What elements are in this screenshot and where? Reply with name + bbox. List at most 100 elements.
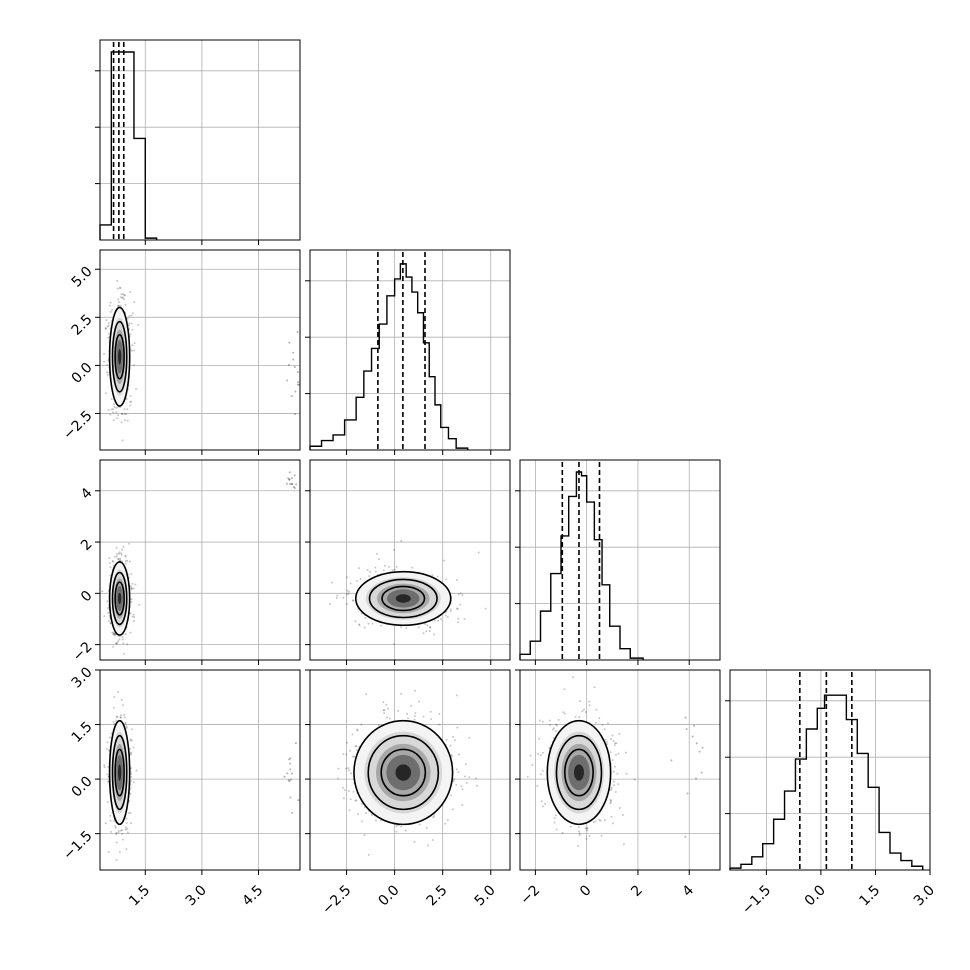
scatter-point: [357, 813, 360, 816]
scatter-point: [125, 413, 128, 416]
scatter-point: [455, 579, 458, 582]
contour-line: [111, 320, 128, 393]
scatter-point: [122, 545, 125, 548]
scatter-point: [700, 771, 703, 774]
scatter-point: [121, 636, 124, 639]
scatter-point: [606, 722, 609, 725]
scatter-point: [345, 576, 348, 579]
scatter-point: [553, 821, 556, 824]
scatter-point: [428, 626, 431, 629]
scatter-point: [120, 714, 123, 717]
panel-content: [100, 471, 298, 655]
scatter-point: [291, 811, 294, 814]
scatter-point: [347, 592, 350, 595]
scatter-point: [370, 813, 373, 816]
scatter-point: [374, 566, 377, 569]
scatter-point: [557, 718, 560, 721]
contour-line: [380, 748, 427, 797]
scatter-point: [116, 287, 119, 290]
scatter-point: [101, 590, 104, 593]
scatter-point: [355, 745, 358, 748]
scatter-point: [578, 700, 581, 703]
scatter-point: [456, 726, 459, 729]
x-tick-label: 1.5: [126, 882, 153, 909]
scatter-point: [544, 802, 547, 805]
scatter-point: [383, 708, 386, 711]
scatter-point: [124, 722, 127, 725]
scatter-point: [613, 744, 616, 747]
scatter-point: [108, 562, 111, 565]
y-tick-label: 3.0: [69, 664, 96, 691]
scatter-point: [380, 624, 383, 627]
scatter-point: [130, 772, 133, 775]
scatter-point: [352, 790, 355, 793]
scatter-point: [115, 841, 118, 844]
scatter-point: [289, 796, 292, 799]
scatter-point: [112, 631, 115, 634]
scatter-point: [414, 689, 417, 692]
scatter-point: [114, 719, 117, 722]
scatter-point: [377, 724, 380, 727]
scatter-point: [424, 622, 427, 625]
scatter-point: [288, 341, 291, 344]
scatter-point: [107, 611, 110, 614]
scatter-point: [604, 738, 607, 741]
scatter-point: [400, 626, 403, 629]
scatter-point: [297, 799, 300, 802]
scatter-point: [456, 621, 459, 624]
scatter-point: [588, 704, 591, 707]
scatter-point: [125, 726, 128, 729]
scatter-point: [295, 483, 298, 486]
scatter-point: [569, 825, 572, 828]
scatter-point: [445, 738, 448, 741]
scatter-point: [294, 742, 297, 745]
scatter-point: [404, 829, 407, 832]
scatter-point: [288, 478, 291, 481]
scatter-point: [347, 790, 350, 793]
scatter-point: [130, 572, 133, 575]
scatter-point: [115, 555, 118, 558]
scatter-point: [586, 829, 589, 832]
scatter-point: [117, 558, 120, 561]
scatter-point: [124, 721, 127, 724]
scatter-point: [117, 691, 120, 694]
scatter-point: [614, 765, 617, 768]
scatter-point: [122, 642, 125, 645]
scatter-point: [437, 619, 440, 622]
scatter-point: [609, 751, 612, 754]
scatter-point: [112, 633, 115, 636]
scatter-point: [426, 624, 429, 627]
x-tick-label: 2: [628, 882, 646, 900]
scatter-point: [367, 622, 370, 625]
scatter-point: [121, 838, 124, 841]
scatter-point: [356, 579, 359, 582]
scatter-point: [107, 780, 110, 783]
scatter-point: [131, 328, 134, 331]
x-tick-label: 0.0: [376, 882, 403, 909]
scatter-point: [289, 757, 292, 760]
scatter-point: [289, 778, 292, 781]
scatter-point: [292, 485, 295, 488]
scatter-point: [429, 626, 432, 629]
scatter-point: [358, 624, 361, 627]
scatter-point: [123, 714, 126, 717]
scatter-point: [581, 710, 584, 713]
scatter-point: [126, 408, 129, 411]
contour-line: [114, 333, 125, 380]
scatter-point: [106, 741, 109, 744]
scatter-point: [296, 331, 299, 334]
scatter-point: [124, 303, 127, 306]
scatter-point: [120, 552, 123, 555]
scatter-point: [475, 777, 478, 780]
scatter-point: [425, 630, 428, 633]
scatter-point: [123, 298, 126, 301]
scatter-point: [130, 598, 133, 601]
scatter-point: [109, 574, 112, 577]
scatter-point: [109, 413, 112, 416]
scatter-point: [112, 657, 114, 659]
scatter-point: [107, 336, 110, 339]
scatter-point: [422, 632, 425, 635]
scatter-point: [121, 439, 124, 442]
scatter-point: [107, 766, 110, 769]
scatter-point: [541, 720, 544, 723]
